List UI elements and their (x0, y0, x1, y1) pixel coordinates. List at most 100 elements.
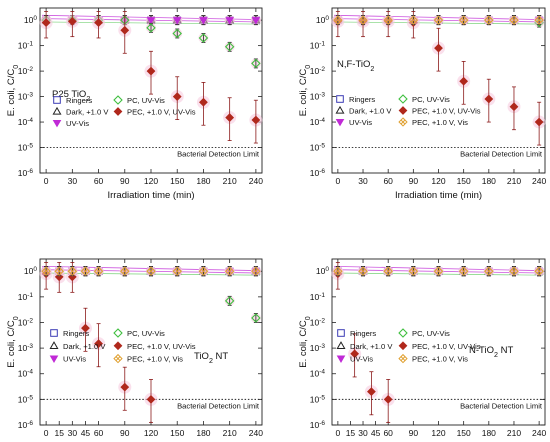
data-point-pec_vis (224, 266, 235, 276)
detection-limit-label: Bacterial Detection Limit (460, 401, 543, 410)
data-point-pec_vis (433, 266, 444, 276)
legend-label: Ringers (350, 329, 376, 338)
legend-item-pec_uvvis: PEC, +1.0 V, UV-Vis (113, 341, 196, 351)
x-tick-label: 150 (170, 428, 184, 438)
panel-title: TiO2 NT (194, 351, 228, 365)
data-point-pec_uvvis (434, 43, 443, 53)
legend-label: Dark, +1.0 V (63, 342, 106, 351)
legend-label: UV-Vis (66, 119, 89, 128)
x-tick-label: 150 (457, 428, 471, 438)
data-point-pec_vis (408, 15, 419, 25)
legend-label: PC, UV-Vis (127, 329, 165, 338)
x-tick-label: 240 (532, 428, 546, 438)
legend-label: PC, UV-Vis (412, 329, 450, 338)
legend-label: PEC, +1.0 V, Vis (412, 118, 468, 127)
x-tick-label: 0 (44, 176, 49, 186)
legend-item-ringers: Ringers (53, 96, 92, 105)
data-point-pec_uvvis (81, 323, 90, 333)
y-tick-label: 100 (316, 15, 329, 26)
y-tick-label: 10-1 (310, 291, 326, 302)
x-tick-label: 15 (346, 428, 356, 438)
legend-item-uvvis: UV-Vis (52, 119, 89, 128)
data-point-pec_vis (67, 266, 78, 276)
data-point-uvvis (146, 17, 156, 25)
x-tick-label: 210 (223, 176, 237, 186)
data-point-pec_vis (484, 266, 494, 276)
data-point-pec_vis (172, 266, 182, 276)
legend-marker-pec_vis (398, 353, 408, 364)
data-point-pec_vis (333, 266, 343, 276)
x-tick-label: 150 (457, 176, 471, 186)
data-point-pec_vis (358, 266, 368, 276)
y-tick-label: 10-6 (18, 420, 34, 431)
y-tick-label: 10-5 (18, 142, 34, 153)
y-tick-label: 10-6 (310, 168, 326, 179)
legend-marker-pc (113, 95, 123, 105)
y-tick-label: 10-2 (310, 317, 326, 328)
legend-label: PC, UV-Vis (127, 96, 165, 105)
legend-label: Ringers (349, 95, 375, 104)
x-tick-label: 90 (409, 176, 419, 186)
data-point-pec_vis (383, 266, 393, 276)
legend-marker-dark (335, 105, 345, 114)
data-point-pec_uvvis (120, 382, 130, 392)
data-point-pc (224, 296, 235, 306)
legend-label: PEC, +1.0 V, UV-Vis (412, 107, 481, 116)
legend-marker-uvvis (336, 355, 346, 364)
y-tick-label: 10-5 (310, 142, 326, 153)
y-tick-label: 10-2 (18, 66, 34, 77)
y-tick-label: 10-4 (310, 368, 326, 379)
y-tick-label: 100 (24, 266, 37, 277)
y-tick-label: 10-5 (310, 394, 326, 405)
y-tick-label: 10-1 (310, 40, 326, 51)
x-tick-label: 15 (54, 428, 64, 438)
data-point-pec_uvvis (54, 272, 64, 282)
data-point-pec_uvvis (41, 18, 51, 28)
legend: Ringers Dark, +1.0 V UV-Vis PC, UV-Vis PEC, … (49, 328, 196, 364)
legend-label: UV-Vis (63, 355, 86, 364)
chart-panel-3: Bacterial Detection Limit 100 10-1 10-2 10-3… (6, 258, 263, 438)
x-tick-label: 45 (81, 428, 91, 438)
data-point-pec_uvvis (67, 16, 77, 26)
data-point-pec_vis (383, 15, 393, 25)
x-axis-title: Irradiation time (min) (107, 190, 194, 201)
legend-label: PC, UV-Vis (412, 95, 450, 104)
data-point-pec_uvvis (367, 387, 376, 397)
data-point-pc (251, 313, 261, 323)
panel-title: P25 TiO2 (52, 89, 90, 103)
data-point-pec_uvvis (172, 92, 182, 101)
legend-marker-pec_uvvis (398, 106, 408, 115)
y-tick-label: 10-3 (310, 91, 326, 102)
y-axis-title: E. coli, C/C0 (6, 65, 20, 117)
data-point-pec_vis (509, 266, 519, 276)
legend-marker-pc (398, 328, 408, 338)
y-tick-label: 10-4 (18, 368, 34, 379)
y-tick-label: 10-5 (18, 394, 34, 405)
data-point-pec_uvvis (484, 94, 494, 104)
legend-marker-pec_vis (398, 117, 408, 127)
data-point-pec_vis (458, 15, 469, 25)
x-tick-label: 210 (507, 176, 521, 186)
legend-label: Dark, +1.0 V (350, 342, 393, 351)
x-axis-title: Irradiation time (min) (395, 190, 482, 201)
data-point-pec_uvvis (94, 339, 103, 348)
data-point-pec_uvvis (251, 115, 261, 125)
x-tick-label: 180 (482, 176, 496, 186)
legend-marker-dark (52, 106, 62, 115)
data-point-pec_uvvis (199, 97, 208, 107)
legend-item-pc: PC, UV-Vis (113, 95, 165, 105)
x-tick-label: 90 (120, 176, 130, 186)
data-point-pec_uvvis (67, 272, 77, 282)
y-tick-label: 10-6 (18, 168, 34, 179)
legend-marker-uvvis (335, 118, 345, 127)
x-tick-label: 0 (44, 428, 49, 438)
legend-label: PEC, +1.0 V, Vis (127, 355, 183, 364)
y-axis-title: E. coli, C/C0 (298, 65, 312, 117)
x-tick-label: 0 (336, 176, 341, 186)
x-tick-label: 60 (383, 428, 393, 438)
x-tick-label: 240 (249, 176, 263, 186)
y-tick-label: 10-3 (310, 343, 326, 354)
data-point-pec_vis (509, 15, 519, 25)
x-tick-label: 30 (358, 176, 368, 186)
